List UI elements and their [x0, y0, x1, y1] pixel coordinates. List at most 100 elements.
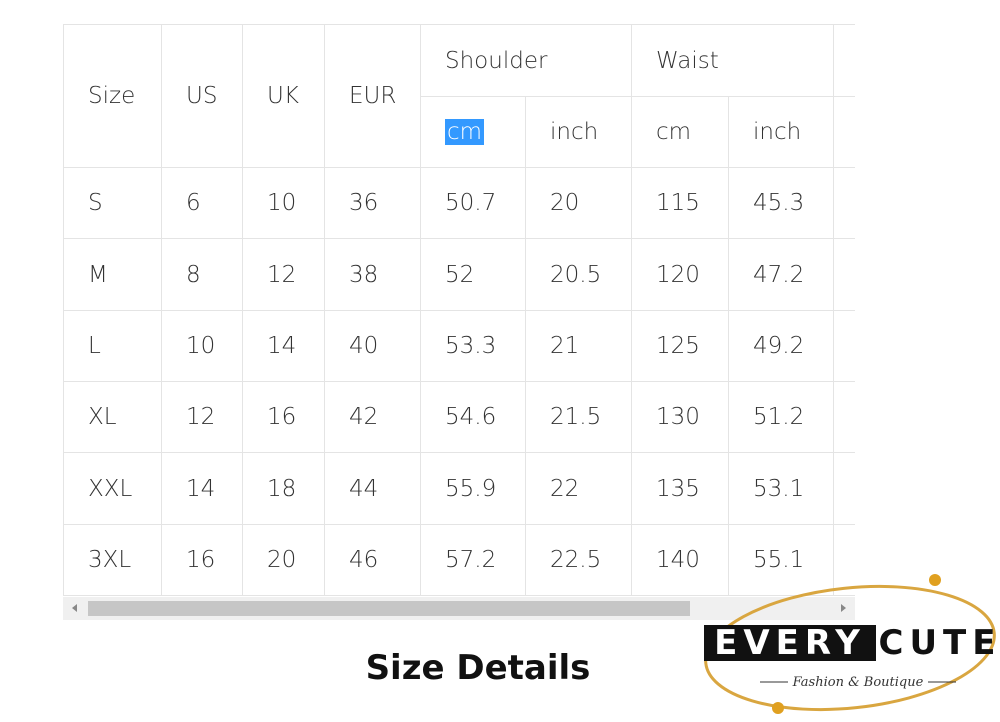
unit-cell: inch: [729, 97, 834, 168]
group-cell: Shoulder: [421, 25, 632, 97]
data-cell: 44: [325, 453, 421, 525]
data-cell: 53.1: [729, 453, 834, 525]
data-cell: 12: [243, 239, 325, 311]
cell-text: 125: [656, 333, 700, 359]
cell-text: UK: [267, 83, 299, 109]
cell-text: 54.6: [445, 404, 497, 430]
cell-text: cm: [445, 119, 485, 145]
cell-text: 50.7: [445, 190, 497, 216]
cell-text: XL: [88, 404, 117, 430]
cell-text: 52: [445, 261, 475, 288]
data-cell: 12: [162, 382, 243, 453]
empty-cell: [834, 453, 855, 525]
header-cell: EUR: [325, 25, 421, 168]
cell-text: 135: [656, 475, 700, 502]
data-cell: 21.5: [526, 382, 632, 453]
data-cell: L: [64, 311, 162, 382]
header-cell: Size: [64, 25, 162, 168]
cell-text: 130: [656, 404, 700, 430]
data-cell: 135: [632, 453, 729, 525]
data-cell: 130: [632, 382, 729, 453]
empty-cell: [834, 382, 855, 453]
cell-text: EUR: [349, 83, 397, 109]
data-cell: 115: [632, 168, 729, 239]
scroll-thumb[interactable]: [88, 601, 690, 616]
data-cell: 20: [243, 525, 325, 596]
data-cell: 6: [162, 168, 243, 239]
data-cell: 120: [632, 239, 729, 311]
scrollbar[interactable]: [63, 597, 855, 620]
data-cell: 8: [162, 239, 243, 311]
cell-text: 10: [267, 190, 297, 216]
data-cell: 55.1: [729, 525, 834, 596]
cell-text: 22: [550, 475, 580, 502]
cell-text: Size: [88, 83, 136, 109]
data-cell: 38: [325, 239, 421, 311]
data-cell: 10: [162, 311, 243, 382]
unit-cell: inch: [526, 97, 632, 168]
cell-text: 45.3: [753, 190, 805, 216]
cell-text: 20.5: [550, 261, 602, 288]
data-cell: 46: [325, 525, 421, 596]
logo-word-1: EVERY: [714, 623, 866, 663]
data-cell: 53.3: [421, 311, 526, 382]
cell-text: L: [88, 333, 101, 359]
empty-cell: [834, 168, 855, 239]
data-cell: 20: [526, 168, 632, 239]
cell-text: inch: [550, 119, 599, 145]
data-cell: 47.2: [729, 239, 834, 311]
data-cell: 22: [526, 453, 632, 525]
cell-text: Shoulder: [445, 47, 548, 74]
cell-text: 14: [186, 475, 216, 502]
header-cell: US: [162, 25, 243, 168]
cell-text: 36: [349, 190, 379, 216]
caption: Size Details: [365, 648, 591, 688]
unit-cell: cm: [421, 97, 526, 168]
data-cell: XL: [64, 382, 162, 453]
cell-text: 55.9: [445, 475, 497, 502]
cell-text: 18: [267, 475, 297, 502]
size-table: Size US UK EUR Shoulder Waist cm inch cm inch S 6 10…: [63, 24, 855, 596]
cell-text: 16: [267, 404, 297, 430]
cell-text: cm: [656, 119, 692, 145]
empty-cell: [834, 239, 855, 311]
cell-text: 120: [656, 261, 700, 288]
cell-text: 51.2: [753, 404, 805, 430]
cell-text: 57.2: [445, 547, 497, 573]
data-cell: 125: [632, 311, 729, 382]
cell-text: 47.2: [753, 261, 805, 288]
cell-text: 21: [550, 333, 580, 359]
cell-text: 38: [349, 261, 379, 288]
data-cell: 16: [162, 525, 243, 596]
cell-text: 46: [349, 547, 379, 573]
cell-text: 21.5: [550, 404, 602, 430]
cell-text: S: [88, 190, 103, 216]
data-cell: 10: [243, 168, 325, 239]
group-cell: Waist: [632, 25, 834, 97]
cell-text: 12: [186, 404, 216, 430]
cell-text: 3XL: [88, 547, 132, 573]
data-cell: 140: [632, 525, 729, 596]
empty-cell: [834, 25, 855, 97]
data-cell: XXL: [64, 453, 162, 525]
cell-text: 49.2: [753, 333, 805, 359]
data-cell: 14: [162, 453, 243, 525]
data-cell: 54.6: [421, 382, 526, 453]
logo-word-2: CUTE: [879, 623, 1000, 663]
cell-text: 42: [349, 404, 379, 430]
empty-cell: [834, 525, 855, 596]
data-cell: 36: [325, 168, 421, 239]
unit-cell: cm: [632, 97, 729, 168]
logo: EVERY CUTE Fashion & Boutique: [704, 574, 1000, 714]
cell-text: 14: [267, 333, 297, 359]
data-cell: 14: [243, 311, 325, 382]
scroll-arrows: [72, 604, 846, 612]
data-cell: 20.5: [526, 239, 632, 311]
data-cell: 45.3: [729, 168, 834, 239]
empty-cell: [834, 97, 855, 168]
cell-text: 53.3: [445, 333, 497, 359]
cell-text: M: [88, 261, 108, 288]
cell-text: XXL: [88, 475, 133, 502]
cell-text: 55.1: [753, 547, 805, 573]
